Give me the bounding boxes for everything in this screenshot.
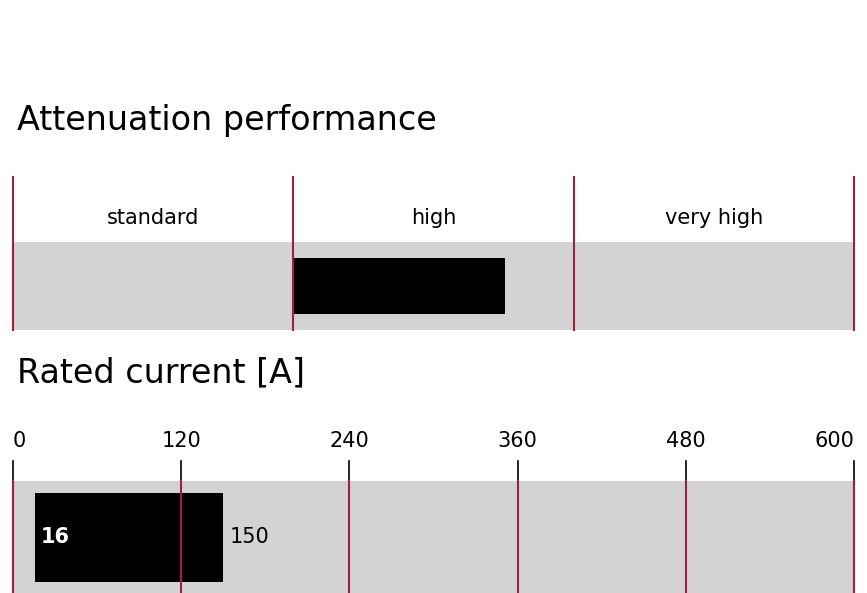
Text: standard: standard bbox=[107, 208, 199, 228]
Text: 600: 600 bbox=[814, 431, 854, 451]
Text: high: high bbox=[411, 208, 456, 228]
Bar bbox=[36, 493, 224, 582]
Text: 360: 360 bbox=[498, 431, 538, 451]
Bar bbox=[13, 482, 854, 593]
Text: 480: 480 bbox=[666, 431, 706, 451]
Text: 0: 0 bbox=[13, 431, 26, 451]
Text: Attenuation performance: Attenuation performance bbox=[17, 104, 437, 137]
Text: very high: very high bbox=[665, 208, 763, 228]
Text: 240: 240 bbox=[329, 431, 369, 451]
Text: Performance indicators: Performance indicators bbox=[22, 24, 388, 52]
Text: 16: 16 bbox=[41, 527, 69, 547]
Text: 150: 150 bbox=[230, 527, 270, 547]
Bar bbox=[13, 241, 854, 330]
Text: Rated current [A]: Rated current [A] bbox=[17, 356, 305, 390]
Bar bbox=[293, 257, 505, 314]
Text: 120: 120 bbox=[161, 431, 201, 451]
